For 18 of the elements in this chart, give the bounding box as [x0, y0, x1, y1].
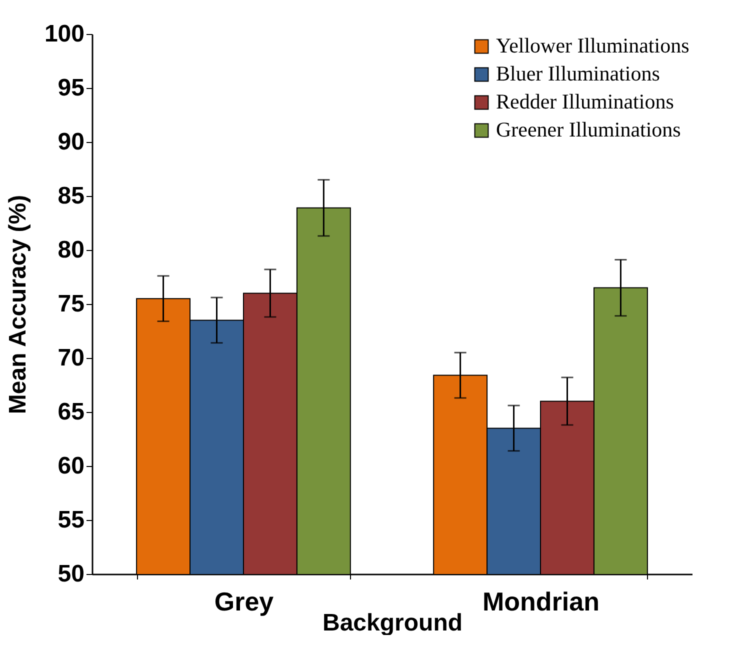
y-tick-label: 100	[44, 20, 84, 48]
legend-label: Greener Illuminations	[496, 118, 681, 142]
legend-label: Yellower Illuminations	[496, 34, 690, 58]
y-tick-label: 55	[58, 506, 84, 534]
y-tick-label: 50	[58, 560, 84, 588]
y-tick-label: 95	[58, 74, 84, 102]
y-tick-label: 80	[58, 236, 84, 264]
y-tick-label: 75	[58, 290, 84, 318]
y-tick-label: 85	[58, 182, 84, 210]
y-tick-label: 60	[58, 452, 84, 480]
legend-label: Bluer Illuminations	[496, 62, 660, 86]
y-tick-label: 70	[58, 344, 84, 372]
legend-label: Redder Illuminations	[496, 90, 674, 114]
x-tick-label: Grey	[214, 586, 274, 616]
x-tick-label: Mondrian	[482, 586, 600, 616]
y-tick-label: 90	[58, 128, 84, 156]
y-tick-label: 65	[58, 398, 84, 426]
y-axis-title: Mean Accuracy (%)	[4, 194, 32, 414]
